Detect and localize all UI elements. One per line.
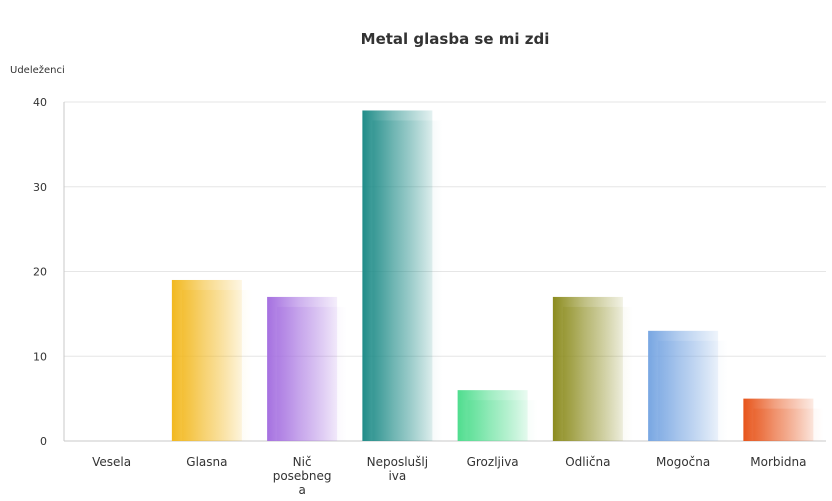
bars xyxy=(171,110,824,441)
chart-title: Metal glasba se mi zdi xyxy=(361,30,550,48)
bar[interactable] xyxy=(267,296,338,441)
y-tick-label: 10 xyxy=(33,350,47,363)
bar[interactable] xyxy=(743,398,814,441)
y-axis-label: Udeleženci xyxy=(10,64,65,76)
x-category-label: Morbidna xyxy=(750,455,806,469)
y-tick-label: 20 xyxy=(33,266,47,279)
x-category-label: Vesela xyxy=(92,455,131,469)
x-axis-categories: Vesela Glasna Nič posebneg a Neposlušlj iva Gro… xyxy=(92,455,806,497)
y-axis-ticks: 0 10 20 30 40 xyxy=(33,96,47,448)
y-tick-label: 0 xyxy=(40,435,47,448)
bar[interactable] xyxy=(552,296,623,441)
bar[interactable] xyxy=(362,110,433,441)
bar[interactable] xyxy=(457,390,528,441)
x-category-label: Glasna xyxy=(186,455,227,469)
x-category-label: Mogočna xyxy=(656,455,710,469)
x-category-label: Grozljiva xyxy=(467,455,519,469)
y-tick-label: 30 xyxy=(33,181,47,194)
y-tick-label: 40 xyxy=(33,96,47,109)
x-category-label: Neposlušlj iva xyxy=(367,455,428,483)
bar[interactable] xyxy=(171,279,242,441)
bar[interactable] xyxy=(648,330,719,441)
x-category-label: Nič posebneg a xyxy=(273,455,332,497)
x-category-label: Odlična xyxy=(565,455,610,469)
